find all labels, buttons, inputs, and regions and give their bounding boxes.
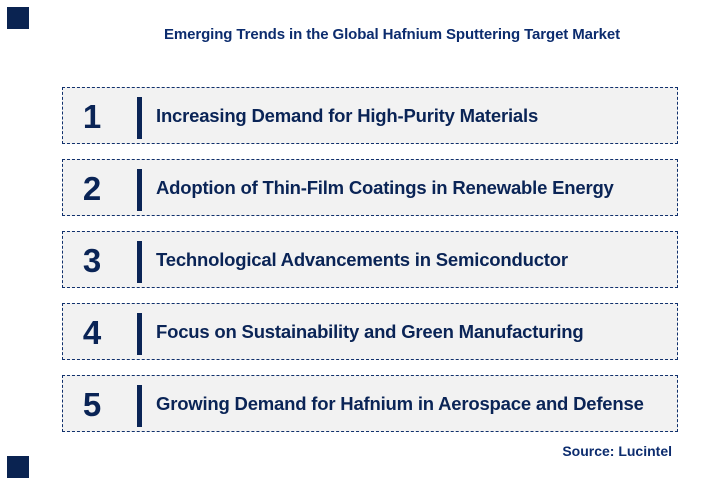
trend-list: 1 Increasing Demand for High-Purity Mate… [62,87,678,447]
trend-label: Technological Advancements in Semiconduc… [156,248,568,270]
source-credit: Source: Lucintel [562,443,672,459]
trend-row-4: 4 Focus on Sustainability and Green Manu… [62,303,678,360]
trend-label: Adoption of Thin-Film Coatings in Renewa… [156,176,614,198]
trend-row-1: 1 Increasing Demand for High-Purity Mate… [62,87,678,144]
trend-number: 3 [82,242,102,279]
page-title: Emerging Trends in the Global Hafnium Sp… [163,26,621,43]
trend-number: 5 [82,386,102,423]
separator-bar [137,168,142,211]
corner-square-top-left [7,7,29,29]
corner-square-bottom-left [7,456,29,478]
trend-row-2: 2 Adoption of Thin-Film Coatings in Rene… [62,159,678,216]
separator-bar [137,312,142,355]
separator-bar [137,240,142,283]
trend-label: Increasing Demand for High-Purity Materi… [156,104,539,126]
trend-label: Focus on Sustainability and Green Manufa… [156,320,584,342]
separator-bar [137,96,142,139]
trend-number: 2 [82,170,102,207]
trend-row-3: 3 Technological Advancements in Semicond… [62,231,678,288]
separator-bar [137,384,142,427]
trend-row-5: 5 Growing Demand for Hafnium in Aerospac… [62,375,678,432]
trend-label: Growing Demand for Hafnium in Aerospace … [156,392,644,414]
trend-number: 1 [82,98,102,135]
trend-number: 4 [82,314,102,351]
